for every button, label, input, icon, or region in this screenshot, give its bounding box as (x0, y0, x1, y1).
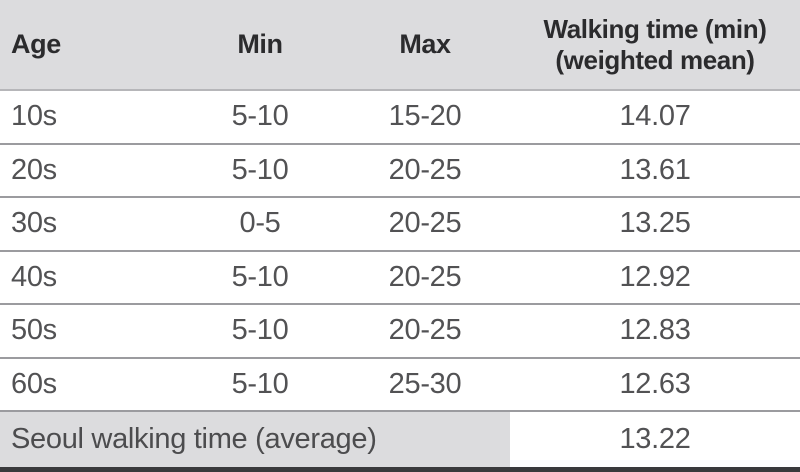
footer-average-label: Seoul walking time (average) (0, 412, 510, 467)
table-row: 50s 5-10 20-25 12.83 (0, 305, 800, 359)
cell-min: 0-5 (239, 207, 281, 240)
cell-walking-time: 12.92 (619, 260, 691, 293)
footer-average-value: 13.22 (510, 412, 800, 467)
cell-max: 20-25 (388, 153, 462, 186)
cell-age: 30s (11, 207, 57, 240)
cell-max: 20-25 (388, 314, 462, 347)
table-footer-row: Seoul walking time (average) 13.22 (0, 412, 800, 467)
cell-walking-time: 13.25 (619, 207, 691, 240)
table-row: 30s 0-5 20-25 13.25 (0, 198, 800, 252)
cell-walking-time: 13.61 (619, 153, 691, 186)
cell-max: 25-30 (388, 367, 462, 400)
table-row: 40s 5-10 20-25 12.92 (0, 251, 800, 305)
cell-age: 60s (11, 367, 57, 400)
header-cell-min: Min (237, 29, 283, 59)
cell-min: 5-10 (231, 100, 289, 133)
cell-age: 40s (11, 260, 57, 293)
cell-walking-time: 12.63 (619, 367, 691, 400)
cell-walking-time: 12.83 (619, 314, 691, 347)
cell-age: 20s (11, 153, 57, 186)
table-row: 10s 5-10 15-20 14.07 (0, 91, 800, 145)
cell-age: 50s (11, 314, 57, 347)
cell-max: 20-25 (388, 260, 462, 293)
cell-age: 10s (11, 100, 57, 133)
cell-walking-time: 14.07 (619, 100, 691, 133)
table-header-row: Age Min Max Walking time (min) (weighted… (0, 0, 800, 91)
cell-min: 5-10 (231, 314, 289, 347)
header-cell-max: Max (399, 29, 451, 59)
header-cell-walking-time: Walking time (min) (weighted mean) (543, 13, 767, 75)
table-row: 20s 5-10 20-25 13.61 (0, 144, 800, 198)
cell-min: 5-10 (231, 153, 289, 186)
cell-min: 5-10 (231, 367, 289, 400)
cell-max: 20-25 (388, 207, 462, 240)
cell-max: 15-20 (388, 100, 462, 133)
header-cell-age: Age (11, 29, 61, 59)
cell-min: 5-10 (231, 260, 289, 293)
table-row: 60s 5-10 25-30 12.63 (0, 358, 800, 412)
